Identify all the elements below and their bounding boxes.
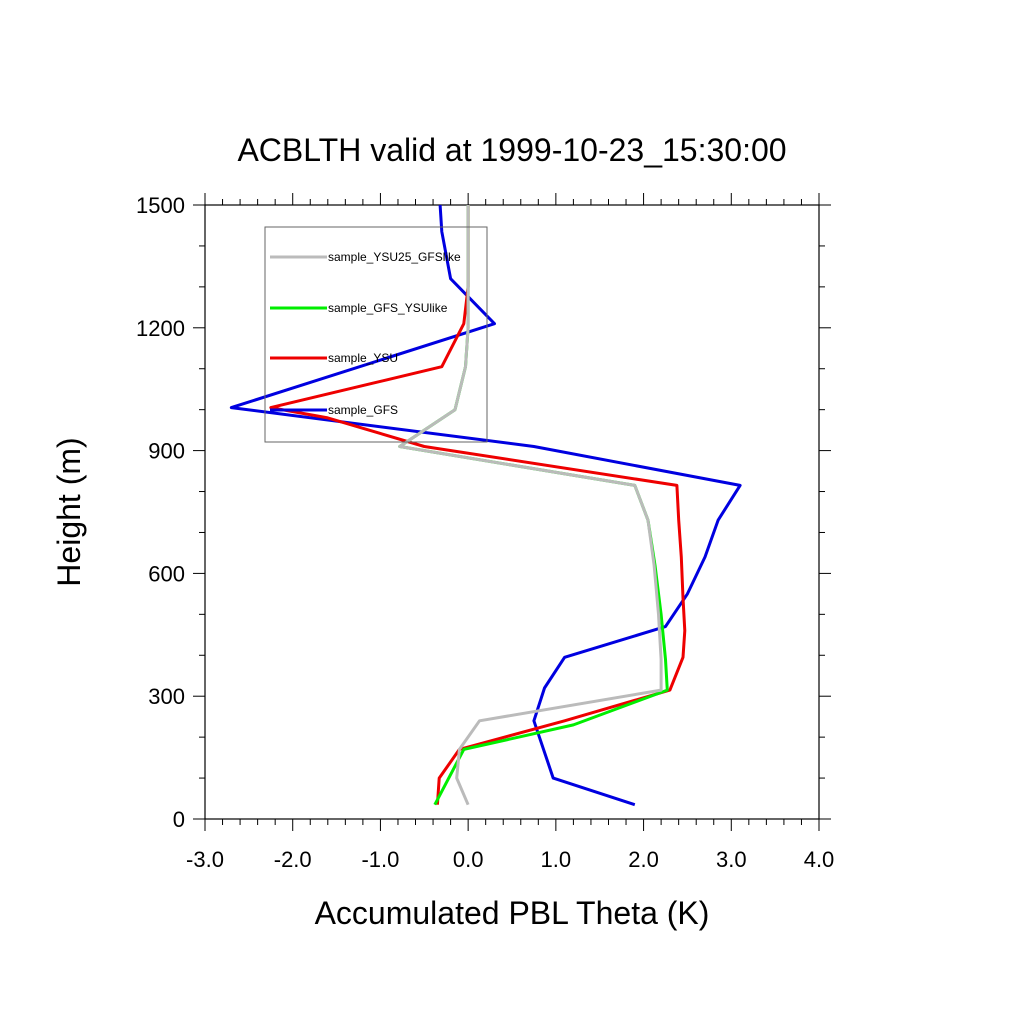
y-tick-label: 600: [148, 561, 185, 586]
y-tick-label: 1200: [136, 316, 185, 341]
x-tick-label: -2.0: [274, 847, 312, 872]
legend-label: sample_GFS_YSUlike: [328, 301, 448, 315]
series-line-sample-gfs: [229, 204, 742, 807]
legend-label: sample_YSU: [328, 351, 398, 365]
series-line-sample-ysu25-gfslike: [398, 205, 663, 806]
plot-frame: [204, 204, 820, 820]
y-axis-label: Height (m): [51, 437, 87, 586]
legend-label: sample_YSU25_GFSlike: [328, 250, 461, 264]
x-tick-label: -1.0: [361, 847, 399, 872]
x-tick-label: 4.0: [804, 847, 835, 872]
x-axis-label: Accumulated PBL Theta (K): [315, 895, 710, 931]
y-tick-label: 300: [148, 684, 185, 709]
x-tick-label: 1.0: [541, 847, 572, 872]
axis-ticks: [193, 193, 831, 831]
y-tick-label: 0: [173, 807, 185, 832]
y-tick-label: 900: [148, 439, 185, 464]
y-tick-label: 1500: [136, 193, 185, 218]
series-line-sample-ysu: [269, 205, 687, 805]
tick-labels: -3.0 -2.0 -1.0 0.0 1.0 2.0 3.0 4.0 0 300 600 900 120…: [136, 193, 834, 872]
legend: sample_YSU25_GFSlike sample_GFS_YSUlikesa…: [264, 226, 488, 443]
x-tick-label: 3.0: [716, 847, 747, 872]
x-tick-label: 2.0: [628, 847, 659, 872]
series-line-sample-gfs-ysulike: [398, 205, 669, 806]
legend-frame: [264, 226, 488, 443]
x-tick-label: -3.0: [186, 847, 224, 872]
x-tick-label: 0.0: [453, 847, 484, 872]
series-lines: [229, 204, 742, 807]
chart-title: ACBLTH valid at 1999-10-23_15:30:00: [237, 132, 786, 168]
legend-label: sample_GFS: [328, 403, 398, 417]
